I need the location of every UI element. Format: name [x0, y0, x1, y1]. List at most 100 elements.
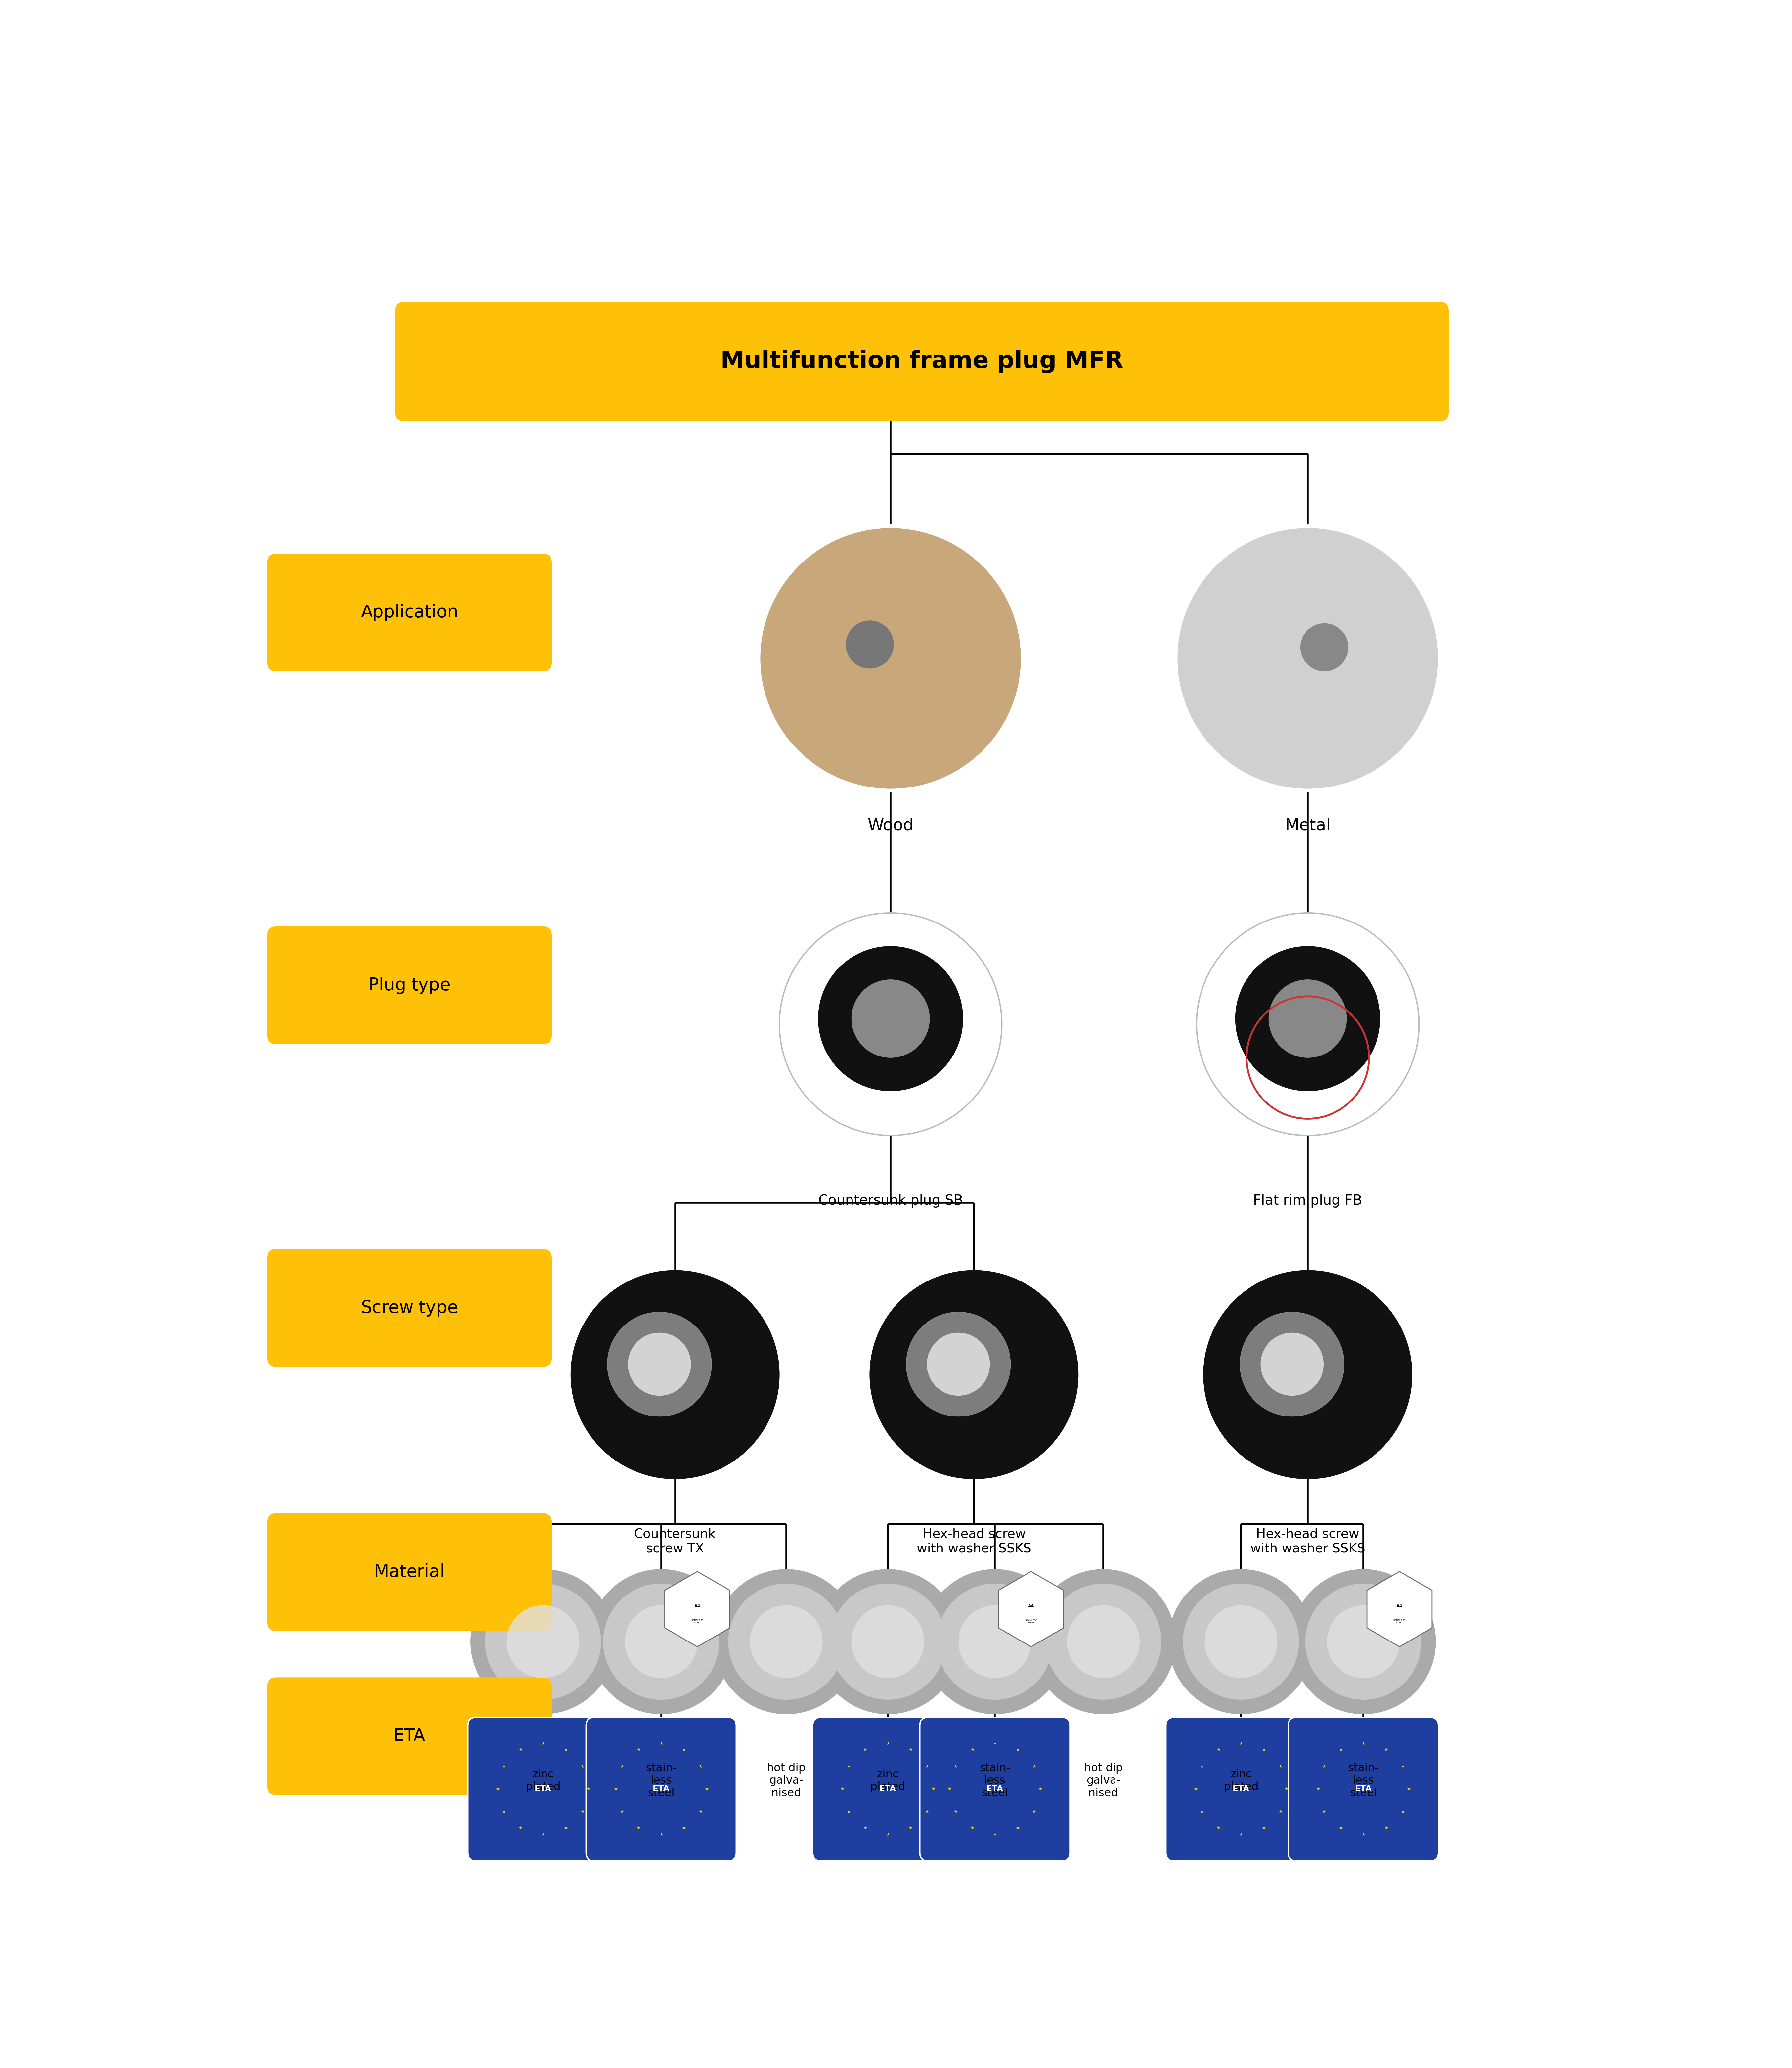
FancyBboxPatch shape — [267, 1514, 552, 1630]
Text: ★: ★ — [1401, 1764, 1405, 1768]
Text: ★: ★ — [1038, 1787, 1043, 1791]
Text: ★: ★ — [993, 1832, 996, 1836]
Text: Material: Material — [375, 1563, 444, 1580]
Circle shape — [1030, 1570, 1176, 1714]
Circle shape — [758, 525, 1023, 790]
Circle shape — [604, 1584, 719, 1700]
Text: ★: ★ — [659, 1832, 663, 1836]
Text: Flat rim plug FB: Flat rim plug FB — [1253, 1193, 1362, 1208]
Text: ★: ★ — [518, 1747, 521, 1752]
Text: ★: ★ — [1322, 1810, 1326, 1814]
Circle shape — [780, 912, 1002, 1135]
Text: ★: ★ — [909, 1747, 912, 1752]
Circle shape — [846, 620, 894, 668]
Circle shape — [1240, 1311, 1344, 1417]
Text: ★: ★ — [564, 1747, 568, 1752]
FancyBboxPatch shape — [586, 1716, 737, 1861]
Circle shape — [1197, 912, 1419, 1135]
Text: ★: ★ — [885, 1832, 891, 1836]
Circle shape — [959, 1605, 1030, 1677]
Text: ★: ★ — [1362, 1832, 1366, 1836]
Circle shape — [713, 1570, 858, 1714]
Text: ★: ★ — [1339, 1747, 1342, 1752]
Text: ★: ★ — [683, 1747, 686, 1752]
Text: Multifunction frame plug MFR: Multifunction frame plug MFR — [720, 349, 1124, 372]
Circle shape — [507, 1605, 579, 1677]
Text: ★: ★ — [1362, 1741, 1366, 1745]
Text: ★: ★ — [925, 1810, 928, 1814]
Text: ★: ★ — [1238, 1741, 1244, 1745]
Circle shape — [1301, 625, 1348, 672]
Text: ★: ★ — [846, 1764, 851, 1768]
Text: ★: ★ — [704, 1787, 708, 1791]
Text: ★: ★ — [541, 1741, 545, 1745]
Text: ETA: ETA — [986, 1785, 1004, 1793]
Text: A4: A4 — [1396, 1605, 1403, 1609]
Text: ★: ★ — [909, 1826, 912, 1830]
Circle shape — [471, 1570, 615, 1714]
FancyBboxPatch shape — [814, 1716, 962, 1861]
FancyBboxPatch shape — [468, 1716, 618, 1861]
Text: zinc
plated: zinc plated — [1224, 1768, 1258, 1793]
Text: ETA: ETA — [880, 1785, 896, 1793]
Text: Plug type: Plug type — [369, 976, 450, 995]
Text: ★: ★ — [1032, 1764, 1036, 1768]
Circle shape — [851, 1605, 925, 1677]
Circle shape — [923, 1570, 1068, 1714]
Text: ★: ★ — [1262, 1826, 1265, 1830]
Text: ETA: ETA — [534, 1785, 552, 1793]
Text: Hex-head screw
with washer SSKS: Hex-head screw with washer SSKS — [1251, 1528, 1366, 1555]
Text: STAINLESS
STEEL: STAINLESS STEEL — [1394, 1619, 1405, 1623]
Text: A4: A4 — [694, 1605, 701, 1609]
Text: ★: ★ — [659, 1741, 663, 1745]
Text: hot dip
galva-
nised: hot dip galva- nised — [767, 1762, 806, 1799]
Circle shape — [1328, 1605, 1400, 1677]
Text: ★: ★ — [1199, 1764, 1204, 1768]
Text: ETA: ETA — [1355, 1785, 1373, 1793]
Text: A4: A4 — [1029, 1605, 1034, 1609]
Text: ★: ★ — [636, 1826, 640, 1830]
Circle shape — [1269, 980, 1346, 1057]
Text: ★: ★ — [518, 1826, 521, 1830]
Text: ★: ★ — [1401, 1810, 1405, 1814]
Text: ★: ★ — [581, 1810, 584, 1814]
FancyBboxPatch shape — [1288, 1716, 1439, 1861]
Circle shape — [629, 1334, 690, 1396]
Text: ★: ★ — [699, 1764, 702, 1768]
Text: ★: ★ — [1322, 1764, 1326, 1768]
Text: ★: ★ — [1407, 1787, 1410, 1791]
Text: ★: ★ — [1016, 1826, 1020, 1830]
Text: ★: ★ — [953, 1764, 957, 1768]
Text: ★: ★ — [1383, 1826, 1389, 1830]
Text: ★: ★ — [1016, 1747, 1020, 1752]
Text: ★: ★ — [564, 1826, 568, 1830]
Text: ★: ★ — [1199, 1810, 1204, 1814]
Text: STAINLESS
STEEL: STAINLESS STEEL — [692, 1619, 704, 1623]
Circle shape — [937, 1584, 1052, 1700]
Text: ★: ★ — [586, 1787, 590, 1791]
Polygon shape — [1367, 1572, 1432, 1646]
Circle shape — [907, 1311, 1011, 1417]
Text: ★: ★ — [636, 1747, 640, 1752]
Text: ETA: ETA — [394, 1727, 426, 1745]
Circle shape — [590, 1570, 733, 1714]
Text: ★: ★ — [1383, 1747, 1389, 1752]
Circle shape — [926, 1334, 989, 1396]
Text: ★: ★ — [502, 1764, 505, 1768]
Circle shape — [1306, 1584, 1421, 1700]
FancyBboxPatch shape — [267, 926, 552, 1044]
Circle shape — [819, 947, 962, 1092]
Text: ★: ★ — [953, 1810, 957, 1814]
Circle shape — [1045, 1584, 1161, 1700]
Circle shape — [486, 1584, 600, 1700]
Text: ★: ★ — [615, 1787, 618, 1791]
Text: ★: ★ — [1032, 1810, 1036, 1814]
Text: Wood: Wood — [867, 817, 914, 833]
Text: ★: ★ — [969, 1826, 975, 1830]
Circle shape — [1068, 1605, 1140, 1677]
Text: ★: ★ — [1278, 1764, 1283, 1768]
FancyBboxPatch shape — [1167, 1716, 1315, 1861]
Text: ★: ★ — [502, 1810, 505, 1814]
Circle shape — [607, 1311, 711, 1417]
Circle shape — [1290, 1570, 1435, 1714]
